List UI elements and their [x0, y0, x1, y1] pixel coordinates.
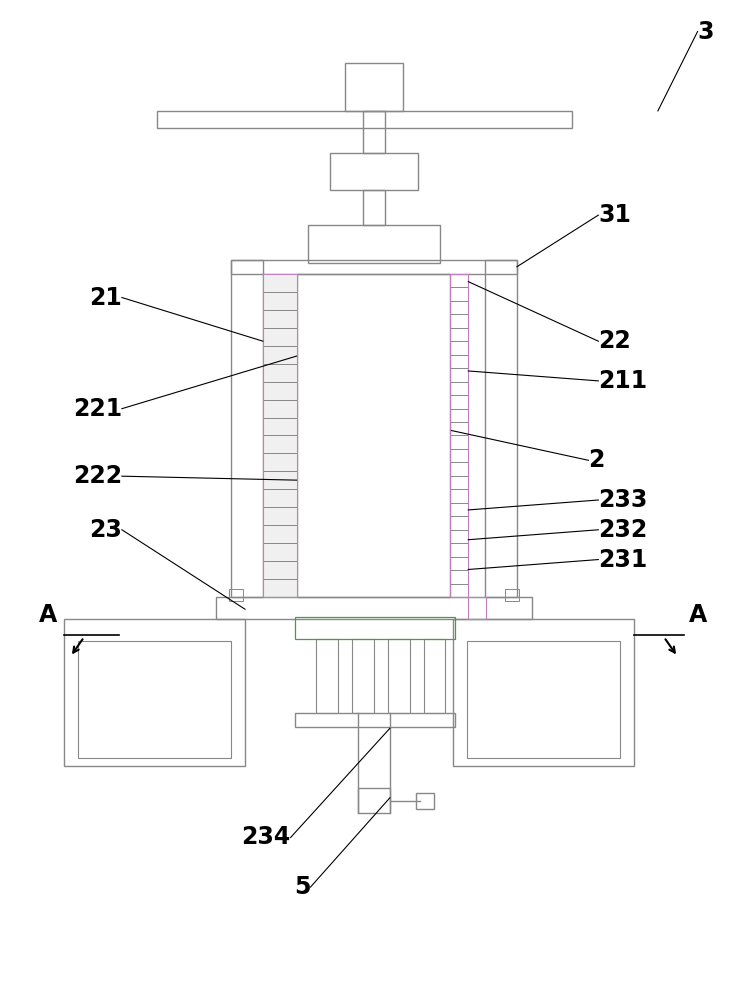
Bar [450, 301, 468, 314]
Bar [216, 597, 532, 619]
Bar [263, 364, 297, 382]
Bar [450, 462, 468, 476]
Bar [263, 579, 297, 597]
Bar [263, 525, 297, 543]
Bar [450, 274, 468, 597]
Text: 21: 21 [89, 286, 122, 310]
Text: 22: 22 [598, 329, 631, 353]
Text: 222: 222 [73, 464, 122, 488]
Bar [294, 617, 455, 639]
Bar [424, 639, 446, 713]
Bar [358, 788, 390, 813]
Bar [263, 418, 297, 435]
Text: 3: 3 [697, 20, 714, 44]
Text: 232: 232 [598, 518, 648, 542]
Text: 221: 221 [73, 397, 122, 421]
Bar [352, 639, 374, 713]
Bar [450, 341, 468, 355]
Bar [450, 422, 468, 435]
Bar [450, 368, 468, 382]
Bar [330, 153, 418, 190]
Bar [450, 395, 468, 409]
Bar [263, 489, 297, 507]
Bar [263, 382, 297, 400]
Bar [450, 543, 468, 557]
Bar [64, 619, 245, 766]
Bar [450, 409, 468, 422]
Bar [450, 584, 468, 597]
Bar [450, 435, 468, 449]
Bar [450, 557, 468, 570]
Bar [263, 561, 297, 579]
Text: 23: 23 [89, 518, 122, 542]
Bar [450, 503, 468, 516]
Bar [450, 287, 468, 301]
Bar [450, 382, 468, 395]
Bar [263, 346, 297, 364]
Bar [450, 328, 468, 341]
Bar [263, 328, 297, 346]
Bar [450, 489, 468, 503]
Bar [309, 225, 440, 263]
Bar [294, 713, 455, 727]
Bar [78, 641, 231, 758]
Bar [263, 453, 297, 471]
Bar [316, 639, 339, 713]
Bar [450, 476, 468, 489]
Bar [388, 639, 410, 713]
Text: 233: 233 [598, 488, 648, 512]
Bar [467, 641, 620, 758]
Bar [297, 274, 450, 597]
Bar [229, 589, 243, 601]
Bar [231, 260, 263, 597]
Bar [363, 190, 385, 225]
Bar [450, 570, 468, 584]
Bar [450, 274, 468, 287]
Bar [416, 793, 434, 809]
Bar [450, 314, 468, 328]
Bar [263, 274, 297, 597]
Bar [231, 260, 517, 274]
Bar [450, 355, 468, 368]
Bar [450, 449, 468, 462]
Text: 231: 231 [598, 548, 648, 572]
Bar [453, 619, 634, 766]
Bar [345, 63, 403, 111]
Bar [263, 471, 297, 489]
Text: 31: 31 [598, 203, 631, 227]
Bar [450, 530, 468, 543]
Text: 5: 5 [294, 875, 311, 899]
Bar [263, 543, 297, 561]
Bar [263, 400, 297, 418]
Bar [263, 507, 297, 525]
Bar [485, 260, 517, 597]
Text: A: A [688, 603, 707, 627]
Bar [363, 111, 385, 153]
Bar [263, 274, 297, 292]
Bar [468, 597, 486, 619]
Text: 211: 211 [598, 369, 647, 393]
Bar [263, 310, 297, 328]
Bar [263, 292, 297, 310]
Bar [263, 435, 297, 453]
Bar [450, 516, 468, 530]
Bar [157, 111, 571, 128]
Bar [505, 589, 519, 601]
Text: A: A [39, 603, 58, 627]
Text: 2: 2 [589, 448, 604, 472]
Text: 234: 234 [241, 825, 291, 849]
